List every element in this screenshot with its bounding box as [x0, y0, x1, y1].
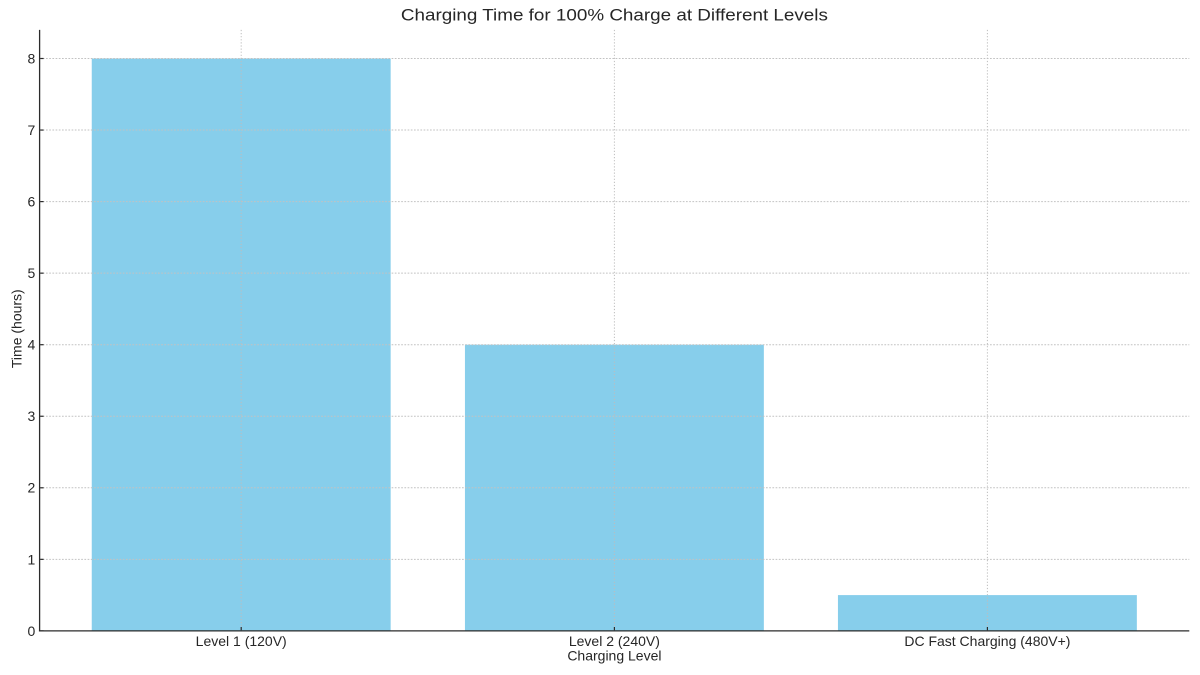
svg-text:DC Fast Charging (480V+): DC Fast Charging (480V+): [904, 633, 1070, 649]
svg-text:6: 6: [28, 194, 36, 210]
svg-text:1: 1: [28, 551, 36, 567]
svg-text:Level 2 (240V): Level 2 (240V): [569, 633, 660, 649]
svg-text:7: 7: [28, 122, 36, 138]
svg-text:0: 0: [28, 623, 36, 639]
svg-text:8: 8: [28, 50, 36, 66]
svg-text:Charging Level: Charging Level: [567, 647, 661, 663]
svg-text:Level 1 (120V): Level 1 (120V): [196, 633, 287, 649]
svg-text:3: 3: [28, 408, 36, 424]
svg-text:2: 2: [28, 480, 36, 496]
svg-text:Charging Time for 100% Charge: Charging Time for 100% Charge at Differe…: [401, 6, 828, 25]
svg-text:4: 4: [28, 337, 36, 353]
svg-text:5: 5: [28, 265, 36, 281]
svg-text:Time (hours): Time (hours): [9, 289, 25, 368]
